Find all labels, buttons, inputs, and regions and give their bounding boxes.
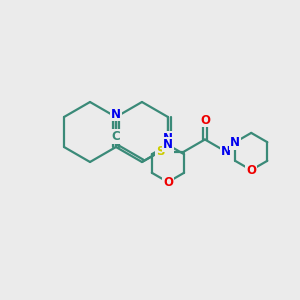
Text: N: N	[111, 107, 121, 121]
Text: C: C	[112, 130, 120, 143]
Text: S: S	[156, 145, 164, 158]
Text: N: N	[230, 136, 240, 149]
Text: N: N	[163, 131, 173, 145]
Text: N: N	[163, 140, 173, 154]
Text: O: O	[200, 113, 210, 127]
Text: N: N	[221, 145, 231, 158]
Text: N: N	[163, 138, 173, 152]
Text: O: O	[163, 176, 173, 189]
Text: O: O	[246, 164, 256, 177]
